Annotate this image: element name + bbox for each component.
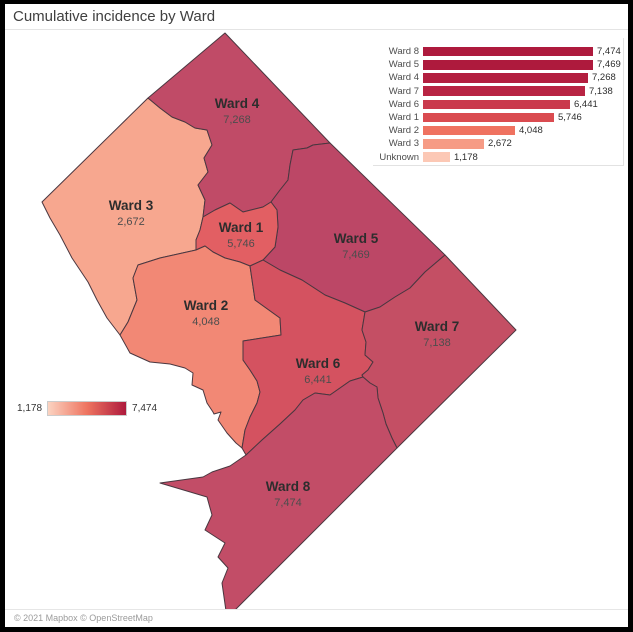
ward-label-ward-4: Ward 4 — [215, 96, 260, 111]
bar-row-ward-2: Ward 2 4,048 — [373, 124, 623, 137]
bar-row-ward-5: Ward 5 7,469 — [373, 58, 623, 71]
color-scale-gradient-bar[interactable] — [47, 401, 128, 416]
ward-value-ward-4: 7,268 — [223, 114, 251, 126]
bar-value-ward-6: 6,441 — [574, 98, 598, 110]
bar-ward-6[interactable] — [423, 99, 570, 110]
ward-value-ward-2: 4,048 — [192, 316, 220, 328]
bar-ward-2[interactable] — [423, 125, 515, 136]
color-scale-legend: 1,178 7,474 — [17, 401, 157, 416]
ward-label-ward-6: Ward 6 — [296, 356, 341, 371]
ward-value-ward-6: 6,441 — [304, 374, 332, 386]
ward-label-ward-3: Ward 3 — [109, 198, 154, 213]
bar-value-ward-1: 5,746 — [558, 112, 582, 124]
bar-label-ward-6: Ward 6 — [388, 98, 419, 110]
bar-unknown[interactable] — [423, 152, 450, 162]
bar-value-ward-3: 2,672 — [488, 138, 512, 150]
bar-row-ward-8: Ward 8 7,474 — [373, 45, 623, 58]
bar-label-ward-2: Ward 2 — [388, 125, 419, 137]
ward-region-ward-8[interactable] — [159, 376, 398, 619]
bar-label-ward-3: Ward 3 — [388, 138, 419, 150]
ward-value-ward-5: 7,469 — [342, 249, 370, 261]
ward-value-ward-3: 2,672 — [117, 216, 145, 228]
bar-chart-legend: Ward 8 7,474 Ward 5 7,469 Ward 4 7,268 Ward 7 7… — [373, 38, 624, 166]
bar-value-unknown: 1,178 — [454, 151, 478, 163]
bar-label-ward-5: Ward 5 — [388, 59, 419, 71]
bar-row-ward-1: Ward 1 5,746 — [373, 111, 623, 124]
ward-label-ward-8: Ward 8 — [266, 479, 311, 494]
ward-value-ward-8: 7,474 — [274, 497, 302, 509]
map-attribution: © 2021 Mapbox © OpenStreetMap — [5, 609, 628, 627]
bar-row-unknown: Unknown 1,178 — [373, 151, 623, 164]
bar-ward-8[interactable] — [423, 46, 593, 57]
bar-label-ward-4: Ward 4 — [388, 72, 419, 84]
bar-value-ward-8: 7,474 — [597, 46, 621, 58]
bar-ward-5[interactable] — [423, 60, 593, 70]
bar-ward-3[interactable] — [423, 139, 484, 149]
bar-value-ward-2: 4,048 — [519, 125, 543, 137]
bar-row-ward-7: Ward 7 7,138 — [373, 85, 623, 98]
bar-label-ward-7: Ward 7 — [388, 85, 419, 97]
bar-value-ward-4: 7,268 — [592, 72, 616, 84]
bar-value-ward-5: 7,469 — [597, 59, 621, 71]
ward-label-ward-7: Ward 7 — [415, 319, 460, 334]
title-bar: Cumulative incidence by Ward — [5, 4, 628, 30]
bar-label-unknown: Unknown — [379, 151, 419, 163]
bar-ward-1[interactable] — [423, 112, 554, 123]
bar-row-ward-4: Ward 4 7,268 — [373, 71, 623, 84]
ward-value-ward-7: 7,138 — [423, 337, 451, 349]
ward-label-ward-5: Ward 5 — [334, 231, 379, 246]
color-scale-min-label: 1,178 — [17, 403, 43, 414]
bar-label-ward-1: Ward 1 — [388, 112, 419, 124]
bar-row-ward-6: Ward 6 6,441 — [373, 98, 623, 111]
bar-value-ward-7: 7,138 — [589, 85, 613, 97]
bar-ward-4[interactable] — [423, 73, 588, 83]
ward-value-ward-1: 5,746 — [227, 238, 255, 250]
color-scale-max-label: 7,474 — [132, 403, 158, 414]
ward-label-ward-1: Ward 1 — [219, 220, 264, 235]
page-title: Cumulative incidence by Ward — [13, 8, 216, 25]
bar-label-ward-8: Ward 8 — [388, 46, 419, 58]
bar-row-ward-3: Ward 3 2,672 — [373, 137, 623, 150]
bar-ward-7[interactable] — [423, 86, 585, 96]
ward-label-ward-2: Ward 2 — [184, 298, 229, 313]
